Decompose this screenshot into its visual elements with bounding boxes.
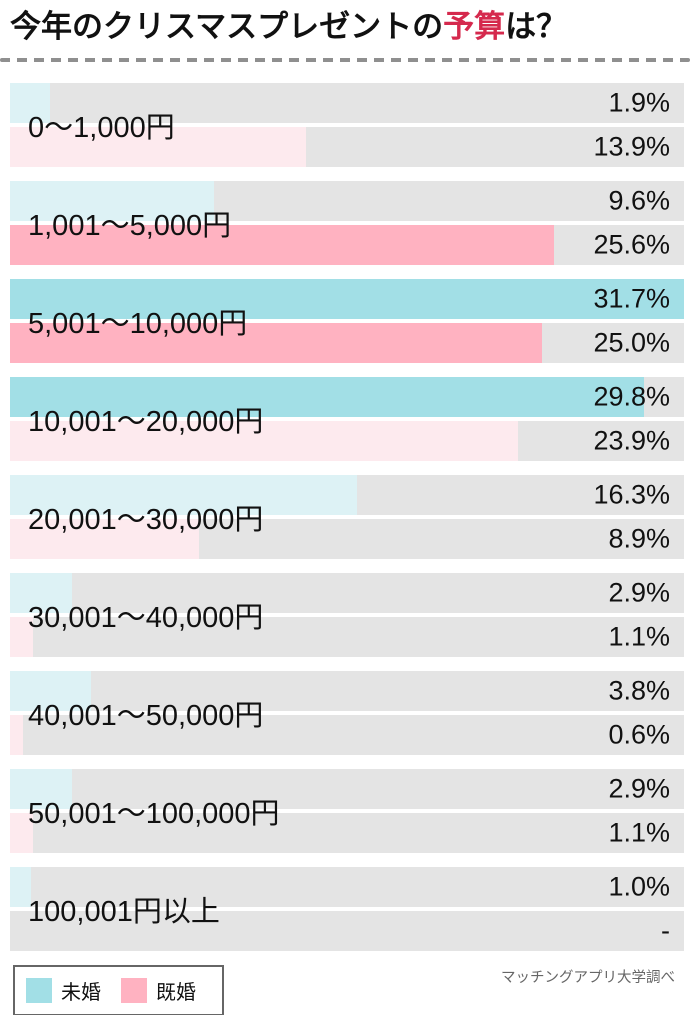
value-label-married: 0.6% <box>608 719 670 750</box>
bar-track-unmarried: 1.0% <box>10 866 684 907</box>
bar-track-married: 23.9% <box>10 420 684 461</box>
bar-track-married: 25.6% <box>10 224 684 265</box>
value-label-unmarried: 2.9% <box>608 577 670 608</box>
category-label: 40,001〜50,000円 <box>28 699 264 732</box>
bar-track-unmarried: 16.3% <box>10 474 684 515</box>
value-label-married: 8.9% <box>608 523 670 554</box>
bar-unmarried <box>10 768 72 809</box>
category-group: 2.9% 1.1% 50,001〜100,000円 <box>10 768 684 853</box>
title-suffix: は？ <box>505 9 568 44</box>
value-label-married: 25.6% <box>593 229 670 260</box>
legend-swatch-married <box>121 977 147 1003</box>
value-label-married: 1.1% <box>608 817 670 848</box>
page-title: 今年のクリスマスプレゼントの予算は？ <box>0 0 690 45</box>
value-label-unmarried: 31.7% <box>593 283 670 314</box>
dashed-divider <box>0 57 690 62</box>
bar-track-married: 0.6% <box>10 714 684 755</box>
chart-footer: 未婚 既婚 マッチングアプリ大学調べ <box>13 964 675 1015</box>
bar-married <box>10 812 34 853</box>
legend-item-unmarried: 未婚 <box>26 976 101 1005</box>
bar-track-unmarried: 31.7% <box>10 278 684 319</box>
title-highlight: 予算 <box>443 9 506 44</box>
bar-track-married: 8.9% <box>10 518 684 559</box>
bar-track-married: 25.0% <box>10 322 684 363</box>
source-credit: マッチングアプリ大学調べ <box>501 969 675 986</box>
value-label-unmarried: 1.9% <box>608 87 670 118</box>
bar-track-unmarried: 9.6% <box>10 180 684 221</box>
bar-unmarried <box>10 866 32 907</box>
bar-unmarried <box>10 474 357 515</box>
value-label-married: - <box>661 915 670 946</box>
value-label-unmarried: 9.6% <box>608 185 670 216</box>
legend-item-married: 既婚 <box>121 976 196 1005</box>
bar-track-married: 1.1% <box>10 616 684 657</box>
category-group: 2.9% 1.1% 30,001〜40,000円 <box>10 572 684 657</box>
bar-track-married: - <box>10 910 684 951</box>
bar-track-unmarried: 3.8% <box>10 670 684 711</box>
bar-married <box>10 616 34 657</box>
category-group: 16.3% 8.9% 20,001〜30,000円 <box>10 474 684 559</box>
category-label: 5,001〜10,000円 <box>28 307 248 340</box>
category-group: 9.6% 25.6% 1,001〜5,000円 <box>10 180 684 265</box>
value-label-unmarried: 3.8% <box>608 675 670 706</box>
category-group: 1.9% 13.9% 0〜1,000円 <box>10 82 684 167</box>
value-label-unmarried: 2.9% <box>608 773 670 804</box>
category-group: 29.8% 23.9% 10,001〜20,000円 <box>10 376 684 461</box>
bar-unmarried <box>10 572 72 613</box>
legend-swatch-unmarried <box>26 977 52 1003</box>
bar-unmarried <box>10 180 215 221</box>
bar-track-unmarried: 2.9% <box>10 768 684 809</box>
bar-married <box>10 126 306 167</box>
category-group: 31.7% 25.0% 5,001〜10,000円 <box>10 278 684 363</box>
bar-unmarried <box>10 82 51 123</box>
bar-track-married: 1.1% <box>10 812 684 853</box>
bar-unmarried <box>10 670 91 711</box>
category-label: 30,001〜40,000円 <box>28 601 264 634</box>
bar-married <box>10 518 200 559</box>
bar-track-unmarried: 2.9% <box>10 572 684 613</box>
category-label: 50,001〜100,000円 <box>28 797 280 830</box>
bar-track-unmarried: 1.9% <box>10 82 684 123</box>
bar-married <box>10 714 23 755</box>
value-label-unmarried: 29.8% <box>593 381 670 412</box>
category-group: 3.8% 0.6% 40,001〜50,000円 <box>10 670 684 755</box>
bar-unmarried <box>10 376 644 417</box>
bar-married <box>10 224 555 265</box>
bar-track-married: 13.9% <box>10 126 684 167</box>
category-group: 1.0% - 100,001円以上 <box>10 866 684 951</box>
value-label-married: 23.9% <box>593 425 670 456</box>
category-label: 100,001円以上 <box>28 895 220 928</box>
legend-label-unmarried: 未婚 <box>61 981 101 1004</box>
value-label-unmarried: 1.0% <box>608 871 670 902</box>
category-label: 0〜1,000円 <box>28 111 175 144</box>
category-label: 1,001〜5,000円 <box>28 209 232 242</box>
legend-label-married: 既婚 <box>156 981 196 1004</box>
title-prefix: 今年のクリスマスプレゼントの <box>10 9 444 44</box>
value-label-married: 25.0% <box>593 327 670 358</box>
legend: 未婚 既婚 <box>13 964 224 1015</box>
bar-married <box>10 420 519 461</box>
budget-bar-chart: 1.9% 13.9% 0〜1,000円 9.6% 25.6% 1,001〜5,000円 31… <box>10 82 684 951</box>
value-label-unmarried: 16.3% <box>593 479 670 510</box>
category-label: 10,001〜20,000円 <box>28 405 264 438</box>
value-label-married: 13.9% <box>593 131 670 162</box>
bar-unmarried <box>10 278 684 319</box>
bar-married <box>10 322 542 363</box>
value-label-married: 1.1% <box>608 621 670 652</box>
bar-track-unmarried: 29.8% <box>10 376 684 417</box>
category-label: 20,001〜30,000円 <box>28 503 264 536</box>
